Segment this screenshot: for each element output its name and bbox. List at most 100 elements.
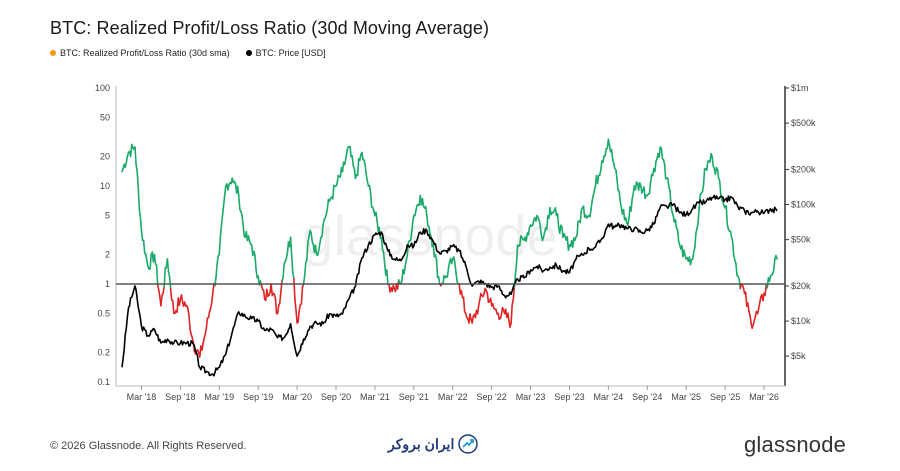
- ratio-segment: [209, 302, 213, 310]
- ratio-segment: [694, 232, 697, 249]
- ratio-segment: [325, 207, 329, 216]
- ratio-segment: [531, 219, 535, 227]
- ratio-segment: [705, 160, 709, 172]
- ratio-segment: [321, 224, 324, 238]
- ratio-segment: [172, 299, 175, 315]
- ratio-segment: [155, 264, 159, 286]
- ratio-segment: [631, 192, 635, 200]
- ratio-segment: [178, 298, 182, 306]
- ratio-segment: [442, 274, 445, 285]
- ratio-segment: [643, 186, 646, 200]
- x-tick-label: Mar '25: [671, 392, 701, 402]
- series-ratio-line: [121, 138, 778, 358]
- x-tick-label: Mar '22: [438, 392, 468, 402]
- x-tick-label: Mar '23: [516, 392, 546, 402]
- ratio-segment: [460, 289, 464, 299]
- ratio-segment: [658, 146, 662, 159]
- x-tick-label: Sep '25: [710, 392, 740, 402]
- ratio-segment: [455, 271, 458, 283]
- ratio-segment: [579, 209, 583, 224]
- legend-item-price[interactable]: BTC: Price [USD]: [245, 48, 326, 58]
- left-tick-label: 0.1: [97, 377, 110, 387]
- ratio-segment: [612, 162, 616, 170]
- ratio-segment: [153, 253, 157, 265]
- ratio-segment: [538, 219, 542, 228]
- ratio-segment: [191, 336, 195, 344]
- legend-item-ratio[interactable]: BTC: Realized Profit/Loss Ratio (30d sma…: [50, 48, 230, 58]
- ratio-segment: [744, 291, 748, 307]
- ratio-segment: [497, 312, 501, 320]
- ratio-segment: [696, 222, 699, 230]
- ratio-segment: [539, 225, 543, 237]
- ratio-segment: [627, 218, 630, 226]
- ratio-segment: [221, 204, 225, 217]
- ratio-segment: [758, 296, 762, 304]
- x-tick-label: Mar '21: [360, 392, 390, 402]
- brand-logo: glassnode: [744, 432, 847, 457]
- ratio-segment: [290, 255, 294, 274]
- ratio-segment: [358, 153, 362, 162]
- ratio-segment: [289, 236, 293, 257]
- ratio-segment: [368, 184, 372, 194]
- ratio-segment: [711, 155, 715, 167]
- left-tick-label: 0.2: [97, 347, 110, 357]
- ratio-segment: [242, 223, 245, 237]
- ratio-segment: [604, 148, 608, 157]
- ratio-segment: [428, 225, 431, 235]
- right-tick-label: $50k: [791, 235, 811, 245]
- ratio-segment: [432, 244, 436, 258]
- right-tick-label: $500k: [791, 118, 816, 128]
- ratio-segment: [169, 287, 173, 301]
- ratio-segment: [343, 158, 347, 166]
- ratio-segment: [156, 283, 160, 291]
- ratio-segment: [247, 235, 251, 243]
- ratio-segment: [295, 309, 298, 324]
- ratio-segment: [571, 237, 575, 248]
- ratio-segment: [366, 180, 370, 187]
- ratio-segment: [291, 271, 295, 280]
- ratio-segment: [454, 262, 457, 274]
- ratio-segment: [187, 307, 190, 317]
- ratio-segment: [697, 206, 700, 224]
- ratio-segment: [336, 174, 339, 185]
- ratio-segment: [302, 274, 306, 285]
- ratio-segment: [356, 158, 360, 177]
- ratio-segment: [624, 216, 628, 224]
- ratio-segment: [674, 218, 678, 229]
- x-tick-label: Sep '22: [477, 392, 507, 402]
- ratio-segment: [542, 231, 546, 239]
- ratio-segment: [279, 290, 282, 304]
- ratio-segment: [307, 235, 310, 244]
- ratio-segment: [663, 163, 667, 180]
- ratio-segment: [415, 204, 418, 211]
- ratio-segment: [527, 226, 531, 236]
- ratio-segment: [462, 296, 466, 313]
- ratio-segment: [285, 252, 289, 260]
- ratio-segment: [747, 302, 750, 312]
- ratio-segment: [298, 303, 302, 312]
- ratio-segment: [344, 151, 348, 161]
- ratio-segment: [576, 220, 579, 236]
- ratio-segment: [386, 269, 389, 285]
- ratio-segment: [616, 178, 619, 191]
- ratio-segment: [129, 143, 133, 158]
- copyright-text: © 2026 Glassnode. All Rights Reserved.: [50, 440, 247, 452]
- ratio-segment: [180, 294, 184, 303]
- left-tick-label: 50: [100, 113, 110, 123]
- ratio-segment: [649, 173, 653, 184]
- ratio-segment: [437, 276, 441, 285]
- ratio-segment: [556, 213, 560, 229]
- ratio-segment: [273, 293, 277, 300]
- ratio-segment: [477, 299, 481, 307]
- price-line-path: [121, 194, 778, 377]
- ratio-segment: [223, 185, 227, 197]
- ratio-segment: [730, 236, 734, 244]
- ratio-segment: [471, 315, 475, 324]
- ratio-segment: [134, 146, 137, 165]
- ratio-segment: [297, 309, 301, 323]
- ratio-segment: [554, 207, 558, 217]
- ratio-segment: [363, 159, 366, 167]
- partner-logo[interactable]: ایران بروکر: [388, 434, 479, 454]
- ratio-segment: [424, 205, 428, 217]
- ratio-segment: [294, 299, 297, 311]
